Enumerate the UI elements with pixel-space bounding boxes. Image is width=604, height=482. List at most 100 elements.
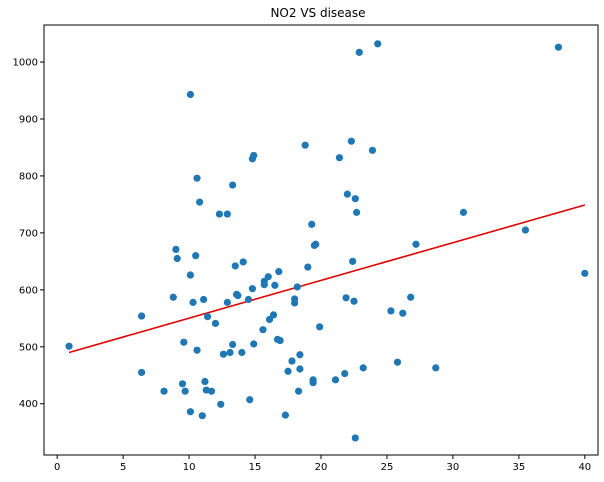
data-point-53 xyxy=(276,336,284,345)
data-point-3 xyxy=(160,387,168,395)
points-layer xyxy=(65,40,589,442)
data-point-22 xyxy=(203,313,212,321)
data-point-62 xyxy=(296,351,304,359)
data-point-25 xyxy=(215,210,224,218)
data-point-13 xyxy=(189,298,197,306)
y-tick-label-3: 700 xyxy=(19,228,38,239)
data-point-27 xyxy=(219,350,227,358)
data-point-14 xyxy=(192,252,200,260)
data-point-30 xyxy=(226,348,234,357)
y-tick-label-4: 800 xyxy=(19,171,38,182)
data-point-11 xyxy=(186,408,195,416)
data-point-28 xyxy=(223,298,231,306)
data-point-47 xyxy=(264,273,272,281)
data-point-43 xyxy=(250,340,258,348)
data-point-80 xyxy=(351,434,359,442)
data-point-79 xyxy=(351,195,359,203)
data-point-86 xyxy=(387,307,395,315)
data-point-4 xyxy=(169,293,177,301)
data-point-23 xyxy=(207,387,216,395)
data-point-67 xyxy=(309,379,317,387)
x-tick-label-8: 40 xyxy=(578,462,591,473)
data-point-52 xyxy=(275,268,283,276)
data-point-6 xyxy=(173,254,181,263)
data-point-15 xyxy=(193,174,201,182)
data-point-5 xyxy=(172,245,180,253)
data-point-12 xyxy=(186,271,195,279)
data-point-29 xyxy=(223,210,231,218)
x-tick-label-0: 0 xyxy=(54,462,60,473)
data-point-32 xyxy=(229,340,237,349)
data-point-70 xyxy=(316,323,324,331)
regression-layer xyxy=(68,204,586,354)
data-point-40 xyxy=(248,285,257,293)
x-tick-label-7: 35 xyxy=(512,462,525,473)
data-point-55 xyxy=(284,367,292,375)
x-tick-label-6: 30 xyxy=(447,462,460,473)
data-point-17 xyxy=(196,198,204,206)
data-point-1 xyxy=(138,312,146,320)
data-point-74 xyxy=(342,294,350,302)
data-point-93 xyxy=(521,226,530,234)
data-point-44 xyxy=(259,326,267,334)
data-point-92 xyxy=(459,208,468,216)
data-point-88 xyxy=(399,309,407,317)
chart-title: NO2 VS disease xyxy=(270,6,365,20)
data-point-16 xyxy=(193,346,201,354)
data-point-20 xyxy=(201,377,209,386)
data-point-85 xyxy=(374,40,382,48)
x-tick-label-5: 25 xyxy=(381,462,394,473)
data-point-63 xyxy=(301,141,309,149)
data-point-35 xyxy=(234,291,242,300)
data-point-64 xyxy=(304,263,312,271)
data-point-82 xyxy=(355,48,363,56)
data-point-26 xyxy=(217,400,225,408)
data-point-87 xyxy=(393,358,402,366)
data-point-60 xyxy=(294,387,303,395)
y-tick-label-5: 900 xyxy=(19,114,38,125)
plot-area-frame xyxy=(43,24,599,456)
data-point-7 xyxy=(178,380,187,388)
data-point-46 xyxy=(260,281,268,289)
data-point-83 xyxy=(359,364,367,372)
regression-line xyxy=(68,204,586,354)
data-point-33 xyxy=(231,262,239,270)
data-point-9 xyxy=(181,387,189,395)
data-point-10 xyxy=(186,90,195,99)
data-point-61 xyxy=(296,365,304,373)
y-tick-label-1: 500 xyxy=(19,342,38,353)
y-axis: 400 500 600 700 800 900 1000 xyxy=(13,58,44,410)
data-point-19 xyxy=(200,295,208,304)
y-tick-label-6: 1000 xyxy=(13,58,38,69)
y-tick-label-0: 400 xyxy=(19,399,38,410)
data-point-69 xyxy=(312,240,320,248)
data-point-84 xyxy=(368,146,377,154)
data-point-89 xyxy=(407,293,415,301)
data-point-58 xyxy=(291,299,299,307)
data-point-42 xyxy=(250,151,258,160)
data-point-91 xyxy=(432,364,440,372)
data-point-95 xyxy=(581,269,589,277)
x-tick-label-2: 10 xyxy=(183,462,196,473)
data-point-72 xyxy=(335,154,344,162)
data-point-24 xyxy=(211,319,220,328)
data-point-56 xyxy=(288,357,296,365)
x-tick-label-1: 5 xyxy=(120,462,126,473)
data-point-36 xyxy=(238,348,246,357)
data-point-54 xyxy=(281,411,289,419)
data-point-90 xyxy=(412,240,420,248)
data-point-31 xyxy=(229,181,237,189)
data-point-73 xyxy=(341,369,349,378)
data-point-18 xyxy=(198,412,206,420)
data-point-59 xyxy=(293,283,301,291)
data-point-78 xyxy=(350,297,358,305)
data-point-81 xyxy=(353,208,361,216)
data-point-71 xyxy=(331,376,340,384)
data-point-94 xyxy=(554,43,563,51)
data-point-8 xyxy=(180,338,188,346)
x-axis: 0 5 10 15 20 25 30 35 40 xyxy=(54,455,591,473)
y-tick-label-2: 600 xyxy=(19,285,38,296)
data-point-77 xyxy=(349,257,357,265)
data-point-2 xyxy=(138,368,146,377)
